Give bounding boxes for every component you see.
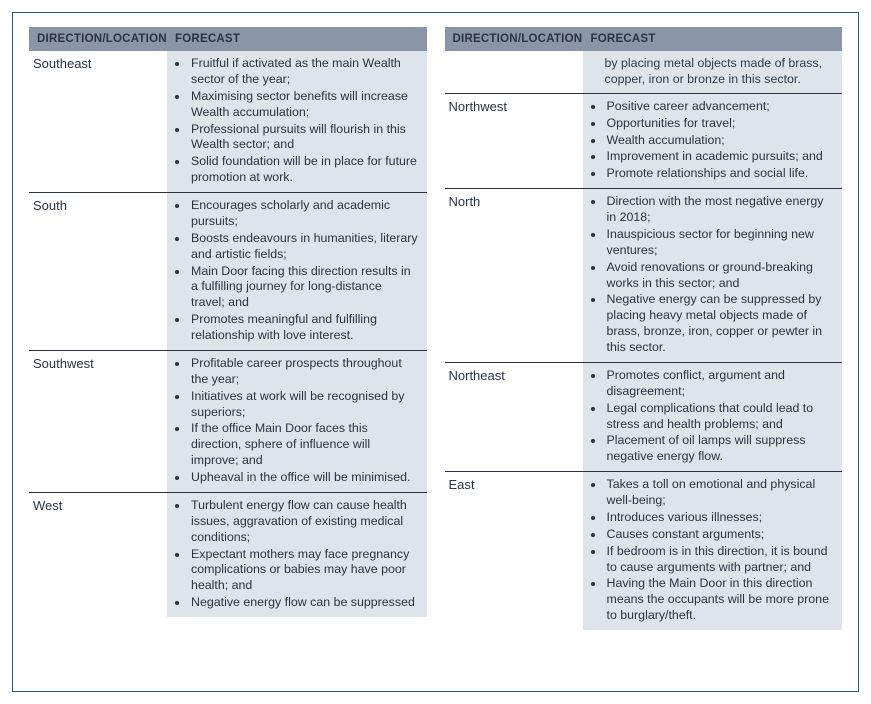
forecast-item: Profitable career prospects throughout t… <box>189 356 419 388</box>
forecast-item: Having the Main Door in this direction m… <box>605 576 835 624</box>
forecast-item: Inauspicious sector for beginning new ve… <box>605 227 835 259</box>
forecast-item: Legal complications that could lead to s… <box>605 401 835 433</box>
forecast-item: Placement of oil lamps will suppress neg… <box>605 433 835 465</box>
header-forecast: FORECAST <box>583 27 843 51</box>
forecast-item: Positive career advancement; <box>605 99 835 115</box>
header-direction: DIRECTION/LOCATION <box>29 27 167 51</box>
forecast-cell: Encourages scholarly and academic pursui… <box>167 193 427 350</box>
forecast-cell: Fruitful if activated as the main Wealth… <box>167 51 427 192</box>
direction-cell: South <box>29 193 167 350</box>
direction-cell: Northeast <box>445 363 583 471</box>
forecast-item: Encourages scholarly and academic pursui… <box>189 198 419 230</box>
forecast-list: Fruitful if activated as the main Wealth… <box>173 56 419 186</box>
forecast-item: Wealth accumulation; <box>605 133 835 149</box>
table-header: DIRECTION/LOCATION FORECAST <box>29 27 427 51</box>
forecast-list: Takes a toll on emotional and physical w… <box>589 477 835 624</box>
table-row: Southwest Profitable career prospects thr… <box>29 351 427 493</box>
forecast-item: Main Door facing this direction results … <box>189 264 419 312</box>
table-row: by placing metal objects made of brass, … <box>445 51 843 94</box>
table-row: NorthwestPositive career advancement;Opp… <box>445 94 843 189</box>
forecast-list: Profitable career prospects throughout t… <box>173 356 419 486</box>
forecast-cell: by placing metal objects made of brass, … <box>583 51 843 93</box>
forecast-item: Improvement in academic pursuits; and <box>605 149 835 165</box>
forecast-list: Positive career advancement;Opportunitie… <box>589 99 835 182</box>
forecast-item: Solid foundation will be in place for fu… <box>189 154 419 186</box>
direction-cell: East <box>445 472 583 630</box>
header-direction: DIRECTION/LOCATION <box>445 27 583 51</box>
table-body-left: Southeast Fruitful if activated as the ma… <box>29 51 427 677</box>
column-left: DIRECTION/LOCATION FORECAST Southeast Fru… <box>29 27 427 677</box>
forecast-continuation: by placing metal objects made of brass, … <box>589 56 835 88</box>
forecast-item: Upheaval in the office will be minimised… <box>189 470 419 486</box>
forecast-cell: Direction with the most negative energy … <box>583 189 843 362</box>
forecast-item: Introduces various illnesses; <box>605 510 835 526</box>
forecast-item: Expectant mothers may face pregnancy com… <box>189 547 419 595</box>
forecast-cell: Promotes conflict, argument and disagree… <box>583 363 843 471</box>
forecast-item: Opportunities for travel; <box>605 116 835 132</box>
forecast-list: Turbulent energy flow can cause health i… <box>173 498 419 611</box>
forecast-cell: Positive career advancement;Opportunitie… <box>583 94 843 188</box>
column-right: DIRECTION/LOCATION FORECAST by placing m… <box>445 27 843 677</box>
forecast-item: Takes a toll on emotional and physical w… <box>605 477 835 509</box>
table-row: Southeast Fruitful if activated as the ma… <box>29 51 427 193</box>
forecast-item: Initiatives at work will be recognised b… <box>189 389 419 421</box>
forecast-list: Encourages scholarly and academic pursui… <box>173 198 419 344</box>
direction-cell: Northwest <box>445 94 583 188</box>
forecast-item: If bedroom is in this direction, it is b… <box>605 544 835 576</box>
table-row: South Encourages scholarly and academic p… <box>29 193 427 351</box>
direction-cell: Southwest <box>29 351 167 492</box>
table-body-right: by placing metal objects made of brass, … <box>445 51 843 677</box>
forecast-cell: Turbulent energy flow can cause health i… <box>167 493 427 617</box>
direction-cell: Southeast <box>29 51 167 192</box>
forecast-item: Direction with the most negative energy … <box>605 194 835 226</box>
forecast-item: Negative energy flow can be suppressed <box>189 595 419 611</box>
table-row: North Direction with the most negative en… <box>445 189 843 363</box>
forecast-item: Causes constant arguments; <box>605 527 835 543</box>
table-row: Northeast Promotes conflict, argument and… <box>445 363 843 472</box>
table-row: East Takes a toll on emotional and physic… <box>445 472 843 630</box>
forecast-item: Promote relationships and social life. <box>605 166 835 182</box>
forecast-item: Promotes meaningful and fulfilling relat… <box>189 312 419 344</box>
table-row: West Turbulent energy flow can cause heal… <box>29 493 427 617</box>
forecast-cell: Profitable career prospects throughout t… <box>167 351 427 492</box>
forecast-cell: Takes a toll on emotional and physical w… <box>583 472 843 630</box>
table-header: DIRECTION/LOCATION FORECAST <box>445 27 843 51</box>
forecast-item: Negative energy can be suppressed by pla… <box>605 292 835 356</box>
forecast-item: Boosts endeavours in humanities, literar… <box>189 231 419 263</box>
forecast-item: Turbulent energy flow can cause health i… <box>189 498 419 546</box>
forecast-list: Promotes conflict, argument and disagree… <box>589 368 835 465</box>
forecast-item: Promotes conflict, argument and disagree… <box>605 368 835 400</box>
forecast-list: Direction with the most negative energy … <box>589 194 835 356</box>
forecast-item: Professional pursuits will flourish in t… <box>189 122 419 154</box>
direction-cell: West <box>29 493 167 617</box>
forecast-item: If the office Main Door faces this direc… <box>189 421 419 469</box>
forecast-item: Fruitful if activated as the main Wealth… <box>189 56 419 88</box>
forecast-item: Maximising sector benefits will increase… <box>189 89 419 121</box>
direction-cell: North <box>445 189 583 362</box>
direction-cell <box>445 51 583 93</box>
page-frame: DIRECTION/LOCATION FORECAST Southeast Fru… <box>12 12 859 692</box>
header-forecast: FORECAST <box>167 27 427 51</box>
forecast-item: Avoid renovations or ground-breaking wor… <box>605 260 835 292</box>
